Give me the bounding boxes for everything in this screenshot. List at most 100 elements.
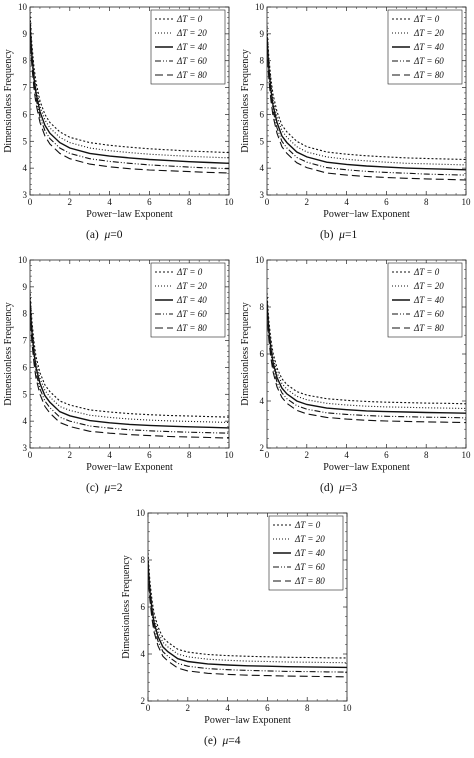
y-tick-label: 5 — [260, 136, 265, 146]
legend-label: ΔT = 20 — [176, 281, 207, 291]
y-tick-label: 4 — [141, 649, 146, 659]
y-tick-label: 8 — [141, 555, 146, 565]
y-tick-label: 3 — [260, 190, 265, 200]
caption-value: =3 — [344, 482, 358, 494]
x-tick-label: 10 — [225, 450, 235, 460]
y-tick-label: 2 — [260, 443, 265, 453]
x-tick-label: 0 — [265, 450, 270, 460]
x-tick-label: 10 — [225, 197, 235, 207]
x-tick-label: 8 — [187, 450, 192, 460]
y-tick-label: 6 — [23, 362, 28, 372]
series-line-4 — [30, 33, 229, 174]
x-tick-label: 10 — [462, 450, 472, 460]
caption-symbol: μ — [222, 735, 229, 747]
y-tick-label: 9 — [260, 29, 265, 39]
y-tick-label: 4 — [260, 163, 265, 173]
caption-letter: (a) — [86, 229, 99, 241]
y-tick-label: 6 — [141, 602, 146, 612]
x-tick-label: 10 — [343, 703, 353, 713]
series-line-4 — [267, 311, 466, 424]
chart-panel-e: 0 2 4 6 8 10 2 4 6 8 10 Power−law Exponent Dimension… — [118, 506, 355, 726]
caption-value: =1 — [344, 229, 358, 241]
y-tick-label: 10 — [255, 2, 265, 12]
caption-d: (d) μ=3 — [320, 482, 357, 494]
x-tick-label: 4 — [107, 450, 112, 460]
caption-c: (c) μ=2 — [86, 482, 123, 494]
y-tick-label: 2 — [141, 696, 146, 706]
legend-label: ΔT = 60 — [176, 56, 207, 66]
x-tick-label: 2 — [68, 197, 73, 207]
x-tick-label: 2 — [305, 450, 310, 460]
x-tick-label: 2 — [68, 450, 73, 460]
chart-svg-c: 0 2 4 6 8 10 3 4 5 6 7 8 9 10 Power−law Exponent Dimens… — [3, 255, 235, 473]
x-tick-label: 0 — [265, 197, 270, 207]
x-tick-label: 6 — [265, 703, 270, 713]
series-line-4 — [30, 310, 229, 439]
legend-label: ΔT = 80 — [413, 70, 444, 80]
series-line-3 — [30, 28, 229, 170]
caption-b: (b) μ=1 — [320, 229, 357, 241]
x-tick-label: 4 — [344, 197, 349, 207]
x-tick-label: 4 — [344, 450, 349, 460]
x-tick-label: 8 — [305, 703, 310, 713]
x-tick-label: 10 — [462, 197, 472, 207]
y-tick-label: 10 — [255, 255, 265, 265]
y-axis-label: Dimensionless Frequency — [3, 49, 14, 153]
x-tick-label: 2 — [305, 197, 310, 207]
x-tick-label: 8 — [424, 197, 429, 207]
x-axis-label: Power−law Exponent — [323, 462, 410, 473]
caption-letter: (b) — [320, 229, 334, 241]
legend-label: ΔT = 80 — [176, 70, 207, 80]
y-tick-label: 3 — [23, 443, 28, 453]
y-tick-label: 5 — [23, 136, 28, 146]
x-tick-label: 6 — [384, 450, 389, 460]
legend-label: ΔT = 0 — [176, 14, 203, 24]
x-tick-label: 0 — [146, 703, 151, 713]
legend-label: ΔT = 40 — [413, 42, 444, 52]
caption-letter: (d) — [320, 482, 334, 494]
y-tick-label: 8 — [260, 302, 265, 312]
y-tick-label: 8 — [260, 56, 265, 66]
legend-label: ΔT = 20 — [294, 534, 325, 544]
series-line-4 — [267, 47, 466, 181]
caption-symbol: μ — [104, 229, 111, 241]
legend-label: ΔT = 80 — [176, 323, 207, 333]
legend-label: ΔT = 40 — [176, 42, 207, 52]
y-tick-label: 7 — [23, 83, 28, 93]
legend-label: ΔT = 40 — [413, 295, 444, 305]
legend-label: ΔT = 40 — [294, 548, 325, 558]
legend-label: ΔT = 60 — [176, 309, 207, 319]
series-line-3 — [267, 41, 466, 176]
x-tick-label: 8 — [187, 197, 192, 207]
caption-letter: (c) — [86, 482, 99, 494]
y-tick-label: 4 — [23, 416, 28, 426]
series-line-4 — [148, 571, 347, 678]
y-tick-label: 6 — [260, 349, 265, 359]
x-tick-label: 6 — [384, 197, 389, 207]
chart-svg-a: 0 2 4 6 8 10 3 4 5 6 7 8 9 10 Power−law Exponent Dimens… — [3, 2, 235, 220]
caption-value: =4 — [228, 735, 241, 747]
x-tick-label: 6 — [147, 197, 152, 207]
x-tick-label: 0 — [28, 450, 33, 460]
y-axis-label: Dimensionless Frequency — [3, 302, 14, 406]
series-line-0 — [267, 25, 466, 161]
legend-label: ΔT = 20 — [413, 281, 444, 291]
x-tick-label: 4 — [107, 197, 112, 207]
caption-symbol: μ — [339, 229, 345, 241]
x-tick-label: 8 — [424, 450, 429, 460]
y-tick-label: 10 — [18, 2, 28, 12]
x-tick-label: 2 — [186, 703, 191, 713]
y-axis-label: Dimensionless Frequency — [121, 555, 132, 659]
y-axis-label: Dimensionless Frequency — [240, 302, 251, 406]
chart-panel-b: 0 2 4 6 8 10 3 4 5 6 7 8 9 10 Power−law Exponent Dimens… — [237, 0, 474, 220]
caption-a: (a) μ=0 — [86, 229, 123, 241]
legend-label: ΔT = 60 — [413, 309, 444, 319]
y-tick-label: 7 — [260, 83, 265, 93]
y-tick-label: 4 — [260, 396, 265, 406]
y-tick-label: 8 — [23, 56, 28, 66]
y-tick-label: 8 — [23, 309, 28, 319]
x-axis-label: Power−law Exponent — [86, 462, 173, 473]
y-tick-label: 9 — [23, 282, 28, 292]
